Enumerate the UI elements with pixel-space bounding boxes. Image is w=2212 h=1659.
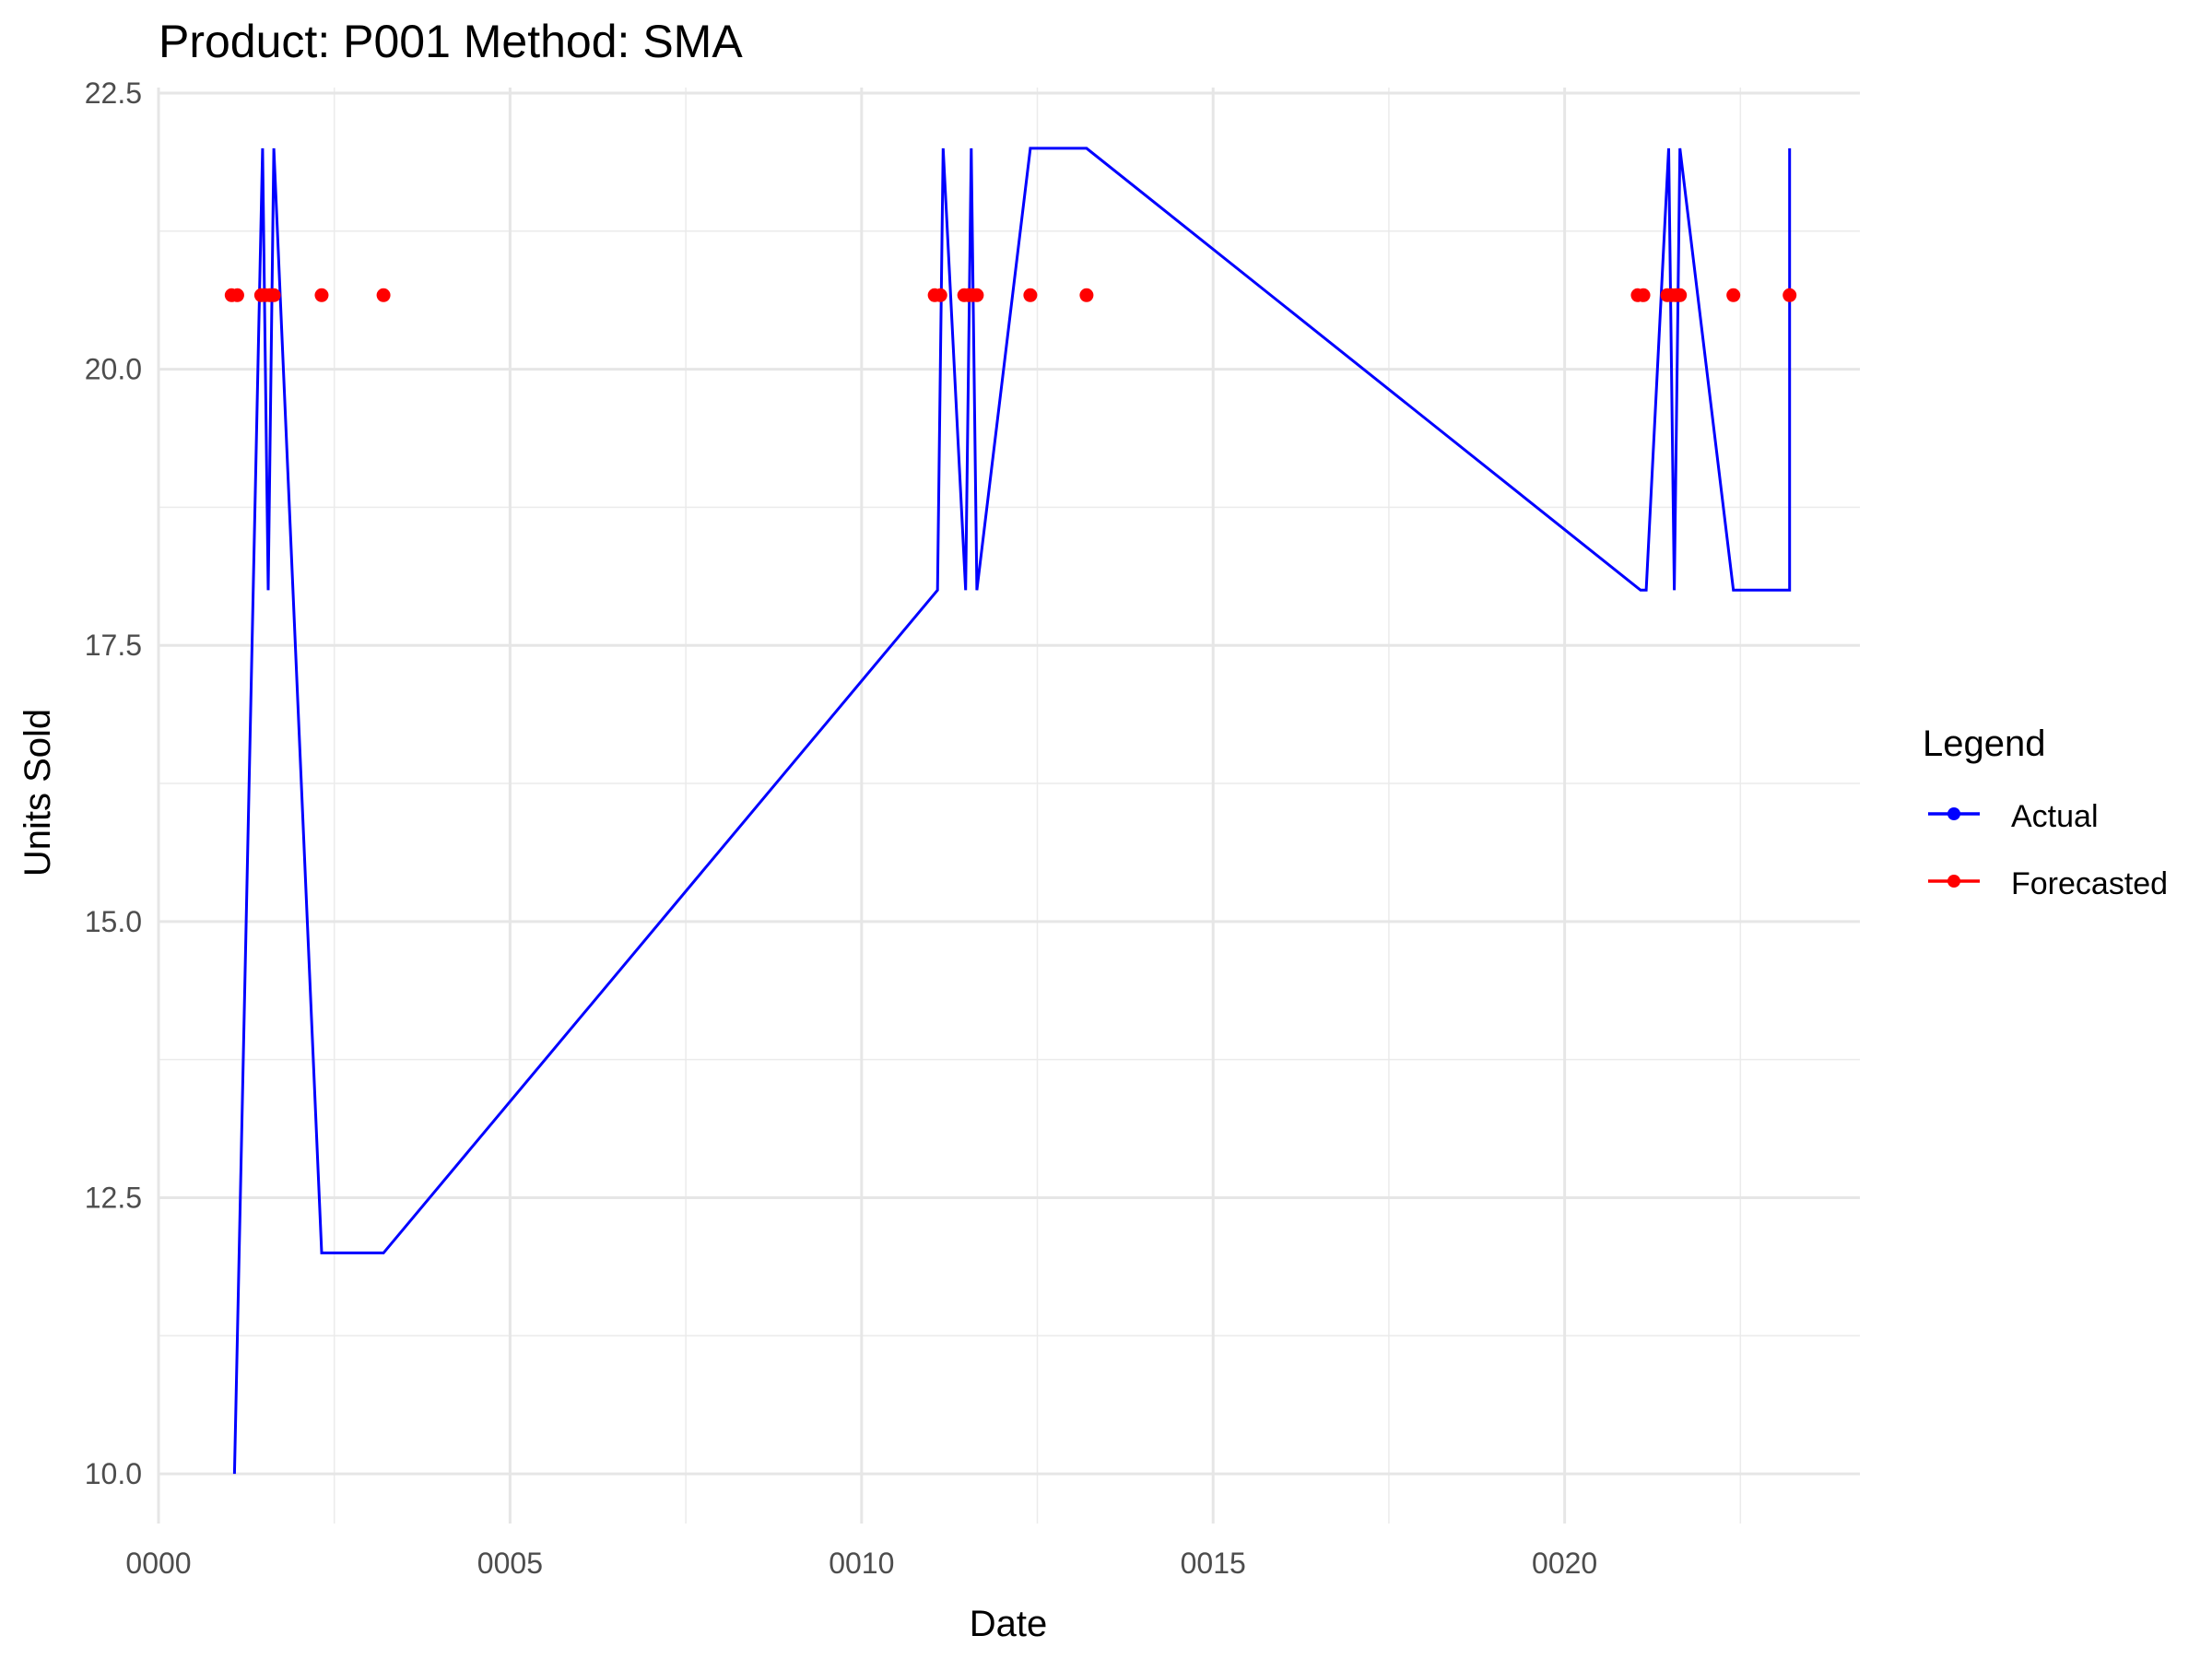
- series-forecasted-point: [1783, 288, 1797, 302]
- series-forecasted-point: [1673, 288, 1688, 302]
- tick-labels: 10.0 12.5 15.0 17.5 20.0 22.5 0000 0005 0010 0015…: [85, 76, 1597, 1580]
- series-layer: [224, 147, 1797, 1475]
- legend-key-forecasted-dot: [1947, 875, 1960, 888]
- y-tick-label: 10.0: [85, 1457, 142, 1490]
- y-axis-title: Units Sold: [18, 709, 58, 877]
- legend-label-actual: Actual: [2011, 799, 2099, 834]
- series-forecasted-point: [933, 288, 947, 302]
- series-forecasted-point: [1636, 288, 1651, 302]
- y-tick-label: 20.0: [85, 353, 142, 386]
- x-tick-label: 0005: [477, 1547, 543, 1580]
- legend-label-forecasted: Forecasted: [2011, 866, 2168, 901]
- series-forecasted-point: [1726, 288, 1741, 302]
- x-axis-title: Date: [970, 1604, 1048, 1644]
- legend-title: Legend: [1923, 724, 2045, 764]
- y-tick-label: 15.0: [85, 905, 142, 938]
- legend-key-actual-dot: [1947, 807, 1960, 820]
- series-forecasted-point: [1023, 288, 1038, 302]
- legend: Legend Actual Forecasted: [1923, 724, 2168, 901]
- series-forecasted-point: [970, 288, 984, 302]
- y-tick-label: 17.5: [85, 629, 142, 662]
- x-tick-label: 0015: [1181, 1547, 1246, 1580]
- legend-item-forecasted: Forecasted: [1928, 866, 2168, 901]
- series-forecasted-point: [314, 288, 329, 302]
- y-tick-label: 12.5: [85, 1181, 142, 1214]
- x-tick-label: 0010: [829, 1547, 894, 1580]
- legend-item-actual: Actual: [1928, 799, 2099, 834]
- x-tick-label: 0020: [1532, 1547, 1597, 1580]
- series-forecasted-point: [266, 288, 281, 302]
- x-tick-label: 0000: [125, 1547, 191, 1580]
- y-tick-label: 22.5: [85, 76, 142, 110]
- series-forecasted-point: [376, 288, 391, 302]
- chart-title: Product: P001 Method: SMA: [159, 16, 743, 67]
- series-forecasted-point: [1079, 288, 1094, 302]
- major-gridlines: [157, 88, 1860, 1524]
- series-forecasted-point: [229, 288, 244, 302]
- minor-gridlines: [159, 88, 1860, 1524]
